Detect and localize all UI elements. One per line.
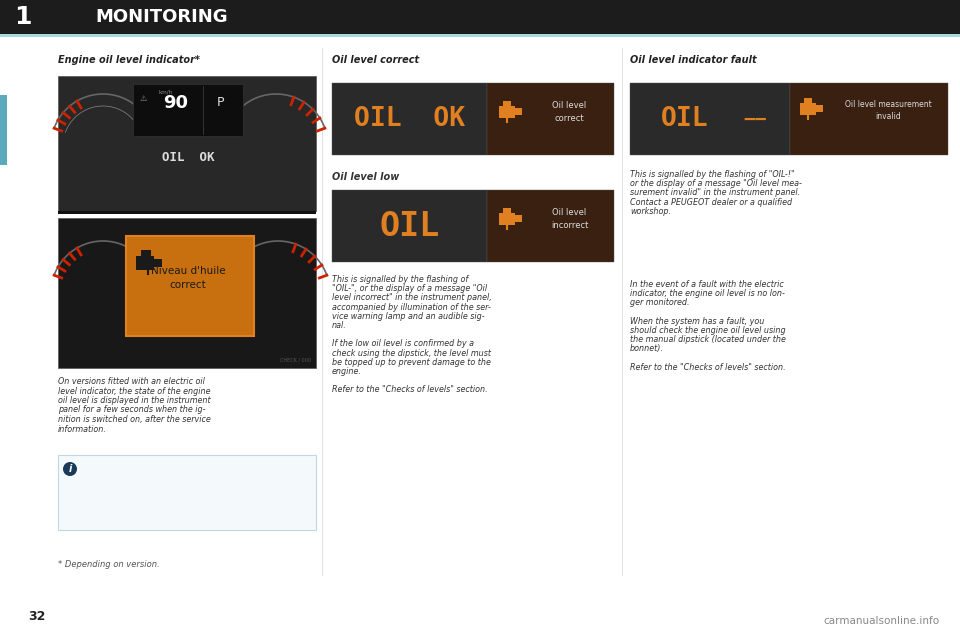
Text: Oil level low: Oil level low: [332, 172, 399, 182]
Text: 32: 32: [28, 610, 45, 623]
Text: should check the engine oil level using: should check the engine oil level using: [630, 326, 785, 335]
Bar: [499, 106, 515, 118]
Text: rect if the vehicle is on level ground: rect if the vehicle is on level ground: [83, 474, 235, 483]
Text: level incorrect" in the instrument panel,: level incorrect" in the instrument panel…: [332, 293, 492, 302]
Text: correct: correct: [170, 280, 206, 290]
Text: Oil level
correct: Oil level correct: [552, 101, 587, 122]
Text: ⚠: ⚠: [139, 94, 147, 103]
Text: In the event of a fault with the electric: In the event of a fault with the electri…: [630, 280, 783, 289]
Bar: [133, 84, 243, 136]
Text: Refer to the "Checks of levels" section.: Refer to the "Checks of levels" section.: [332, 385, 488, 394]
Text: Niveau d'huile: Niveau d'huile: [151, 266, 226, 276]
Text: This is signalled by the flashing of "OIL-!": This is signalled by the flashing of "OI…: [630, 170, 795, 179]
Text: accompanied by illumination of the ser-: accompanied by illumination of the ser-: [332, 303, 491, 312]
Bar: [58, 218, 316, 368]
Text: surement invalid" in the instrument panel.: surement invalid" in the instrument pane…: [630, 188, 800, 197]
Text: the manual dipstick (located under the: the manual dipstick (located under the: [630, 335, 786, 344]
Text: "OIL-", or the display of a message "Oil: "OIL-", or the display of a message "Oil: [332, 284, 487, 293]
Text: indicator, the engine oil level is no lon-: indicator, the engine oil level is no lo…: [630, 289, 785, 298]
Bar: [58, 455, 316, 530]
Bar: [332, 83, 487, 155]
Text: If the low oil level is confirmed by a: If the low oil level is confirmed by a: [332, 339, 474, 348]
Text: * Depending on version.: * Depending on version.: [58, 560, 159, 569]
Bar: [487, 190, 614, 262]
Text: 90: 90: [163, 94, 188, 112]
Text: km/h: km/h: [159, 90, 173, 95]
Bar: [630, 83, 790, 155]
Text: The level shown will only be cor-: The level shown will only be cor-: [83, 460, 220, 469]
Text: OIL  OK: OIL OK: [354, 106, 465, 132]
Bar: [499, 213, 515, 225]
Bar: [515, 215, 522, 222]
Text: OIL  OK: OIL OK: [161, 151, 214, 164]
Text: Refer to the "Checks of levels" section.: Refer to the "Checks of levels" section.: [630, 363, 785, 372]
Bar: [126, 236, 254, 336]
Bar: [58, 76, 316, 211]
Text: workshop.: workshop.: [630, 207, 671, 216]
Text: and the engine has been off for: and the engine has been off for: [83, 488, 216, 497]
Bar: [804, 98, 812, 103]
Text: engine.: engine.: [332, 367, 362, 376]
Text: vice warning lamp and an audible sig-: vice warning lamp and an audible sig-: [332, 312, 485, 321]
Bar: [0, 34, 960, 37]
Text: be topped up to prevent damage to the: be topped up to prevent damage to the: [332, 358, 491, 367]
Text: −−: −−: [743, 109, 767, 129]
Text: Contact a PEUGEOT dealer or a qualified: Contact a PEUGEOT dealer or a qualified: [630, 198, 792, 207]
Bar: [58, 211, 316, 214]
Text: or the display of a message "Oil level mea-: or the display of a message "Oil level m…: [630, 179, 802, 188]
Text: P: P: [216, 96, 224, 109]
Bar: [816, 105, 823, 112]
Text: oil level is displayed in the instrument: oil level is displayed in the instrument: [58, 396, 210, 405]
Text: On versions fitted with an electric oil: On versions fitted with an electric oil: [58, 377, 204, 386]
Bar: [0, 95, 7, 165]
Bar: [0, 0, 960, 34]
Text: information.: information.: [58, 424, 107, 433]
Bar: [800, 103, 816, 115]
Text: Oil level
incorrect: Oil level incorrect: [551, 208, 588, 230]
Text: Oil level indicator fault: Oil level indicator fault: [630, 55, 756, 65]
Bar: [487, 83, 614, 155]
Text: Oil level measurement
invalid: Oil level measurement invalid: [845, 100, 931, 121]
Bar: [515, 108, 522, 115]
Text: MONITORING: MONITORING: [95, 8, 228, 26]
Bar: [790, 83, 948, 155]
Text: panel for a few seconds when the ig-: panel for a few seconds when the ig-: [58, 406, 205, 415]
Bar: [503, 101, 511, 106]
Text: carmanualsonline.info: carmanualsonline.info: [824, 616, 940, 626]
Bar: [503, 208, 511, 213]
Text: CHECK / 000: CHECK / 000: [280, 358, 311, 363]
Text: bonnet).: bonnet).: [630, 344, 664, 353]
Circle shape: [63, 462, 77, 476]
Bar: [154, 259, 162, 267]
Text: ger monitored.: ger monitored.: [630, 298, 689, 307]
Text: Oil level correct: Oil level correct: [332, 55, 420, 65]
Bar: [332, 190, 487, 262]
Text: OIL: OIL: [379, 209, 440, 243]
Text: OIL: OIL: [661, 106, 708, 132]
Text: When the system has a fault, you: When the system has a fault, you: [630, 317, 764, 326]
Bar: [141, 250, 151, 256]
Text: Engine oil level indicator*: Engine oil level indicator*: [58, 55, 200, 65]
Text: i: i: [68, 464, 72, 474]
Text: nal.: nal.: [332, 321, 347, 330]
Text: level indicator, the state of the engine: level indicator, the state of the engine: [58, 387, 210, 396]
Bar: [136, 256, 154, 270]
Text: more than 30 minutes.: more than 30 minutes.: [83, 502, 180, 511]
Text: nition is switched on, after the service: nition is switched on, after the service: [58, 415, 211, 424]
Text: This is signalled by the flashing of: This is signalled by the flashing of: [332, 275, 468, 284]
Text: check using the dipstick, the level must: check using the dipstick, the level must: [332, 349, 491, 358]
Text: 1: 1: [14, 5, 32, 29]
